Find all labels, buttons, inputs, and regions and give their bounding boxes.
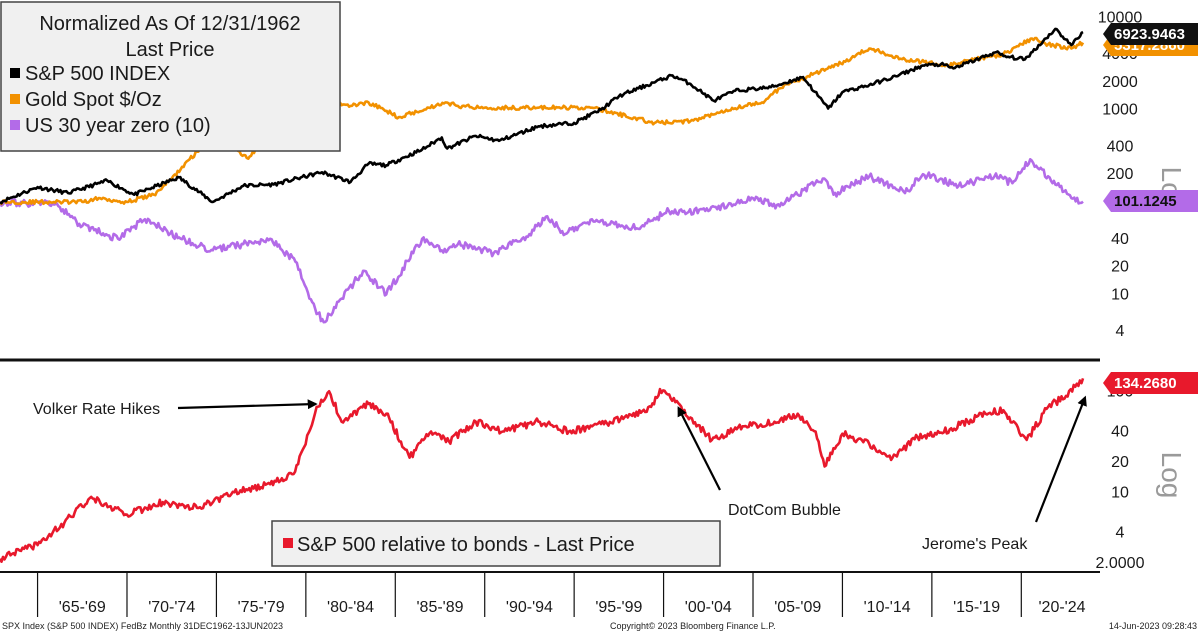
top-y-tick-label: 10 [1111, 286, 1129, 303]
legend-item-sp500: S&P 500 INDEX [25, 63, 170, 85]
top-panel: 410204010020040010002000400010000 Log 53… [0, 9, 1198, 340]
legend-swatch-us30 [10, 120, 20, 130]
annotation-volker: Volker Rate Hikes [33, 401, 160, 418]
bottom-axis-scale-label: Log [1156, 452, 1187, 499]
x-axis: '65-'69 '70-'74 '75-'79 '80-'84 '85-'89 '90-'… [36, 572, 1086, 617]
top-legend-box [0, 1, 341, 152]
top-legend: Normalized As Of 12/31/1962 Last Price S… [0, 1, 341, 152]
x-tick-label: '00-'04 [685, 599, 732, 616]
top-y-tick-label: 2000 [1102, 74, 1138, 91]
legend-swatch-sp500 [10, 68, 20, 78]
bottom-y-tick-label-base: 2.0000 [1096, 555, 1145, 572]
series-line-s-p-500-index [0, 27, 1084, 205]
bottom-y-tick-label: 4 [1116, 524, 1125, 541]
top-y-tick-label: 1000 [1102, 102, 1138, 119]
series-line-gold-spot-oz [0, 36, 1085, 206]
annotation-jerome-arrow [1034, 395, 1087, 523]
footer-timestamp: 14-Jun-2023 09:28:43 [1109, 621, 1197, 631]
x-tick-label: '95-'99 [595, 599, 642, 616]
us30-last-price-label: 101.1245 [1103, 190, 1198, 212]
legend-swatch-relative [283, 538, 293, 548]
legend-item-gold: Gold Spot $/Oz [25, 89, 162, 111]
sp500-last-price-label-box [1103, 23, 1198, 45]
x-tick-label: '90-'94 [506, 599, 553, 616]
x-tick-label: '20-'24 [1038, 599, 1085, 616]
x-tick-label: '05-'09 [774, 599, 821, 616]
legend-title-line-1: Normalized As Of 12/31/1962 [39, 13, 300, 35]
bottom-panel: 41020401002.0000 Log 134.2680 Volker Rat… [0, 372, 1198, 572]
top-y-tick-label: 200 [1107, 166, 1134, 183]
relative-last-price-label-text: 134.2680 [1114, 375, 1177, 392]
bottom-last-price-labels: 134.2680 [1103, 372, 1198, 394]
top-y-tick-label: 10000 [1098, 9, 1143, 26]
x-tick-label: '65-'69 [59, 599, 106, 616]
legend-item-us30: US 30 year zero (10) [25, 115, 211, 137]
footer-copyright: Copyright© 2023 Bloomberg Finance L.P. [610, 621, 776, 631]
legend-swatch-gold [10, 94, 20, 104]
series-line-us-30-year-zero-10 [0, 158, 1084, 324]
sp500-last-price-label-text: 6923.9463 [1114, 26, 1185, 43]
annotation-jerome: Jerome's Peak [922, 536, 1028, 553]
annotation-dotcom: DotCom Bubble [728, 502, 841, 519]
top-y-tick-label: 4 [1116, 323, 1125, 340]
annotations: Volker Rate Hikes DotCom Bubble Jerome's P… [33, 395, 1087, 553]
us30-last-price-label-box [1103, 190, 1198, 212]
bottom-series-lines [0, 378, 1085, 563]
x-tick-label: '75-'79 [238, 599, 285, 616]
legend-title-line-2: Last Price [126, 39, 215, 61]
bottom-y-tick-label: 40 [1111, 423, 1129, 440]
x-tick-label: '15-'19 [953, 599, 1000, 616]
bottom-legend-box [271, 520, 721, 567]
footer-source: SPX Index (S&P 500 INDEX) FedBz Monthly … [2, 621, 283, 631]
relative-last-price-label: 134.2680 [1103, 372, 1198, 394]
top-y-tick-label: 20 [1111, 259, 1129, 276]
top-series-lines [0, 27, 1085, 324]
x-tick-label: '10-'14 [864, 599, 911, 616]
relative-last-price-label-box [1103, 372, 1198, 394]
bottom-y-tick-label: 10 [1111, 484, 1129, 501]
bottom-y-axis: 41020401002.0000 [1096, 383, 1145, 572]
bottom-y-tick-label: 20 [1111, 454, 1129, 471]
series-line-s-p-500-relative-to-bonds-last-price [0, 378, 1085, 563]
x-tick-label: '80-'84 [327, 599, 374, 616]
us30-last-price-label-text: 101.1245 [1114, 193, 1177, 210]
bottom-legend: S&P 500 relative to bonds - Last Price [271, 520, 721, 567]
top-y-tick-label: 400 [1107, 138, 1134, 155]
sp500-last-price-label: 6923.9463 [1103, 23, 1198, 45]
x-tick-label: '85-'89 [416, 599, 463, 616]
annotation-volker-arrow [177, 399, 318, 410]
x-tick-label: '70-'74 [148, 599, 195, 616]
top-y-tick-label: 40 [1111, 231, 1129, 248]
legend-item-relative: S&P 500 relative to bonds - Last Price [297, 534, 635, 556]
annotation-dotcom-arrow [677, 406, 721, 491]
